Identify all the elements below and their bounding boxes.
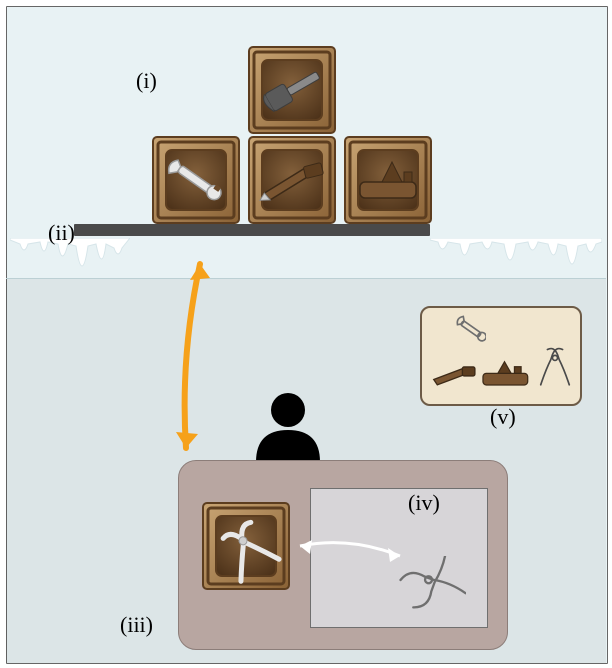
- label-v: (v): [490, 404, 516, 430]
- label-i: (i): [136, 68, 157, 94]
- label-ii: (ii): [48, 220, 75, 246]
- label-iv: (iv): [408, 490, 440, 516]
- person-icon: [248, 392, 328, 462]
- diagram-root: (i) (ii) (iii) (iv) (v): [0, 0, 612, 668]
- pliers-outline-icon: [396, 556, 466, 614]
- shelf: [74, 224, 430, 236]
- crate-pliers: [202, 502, 290, 590]
- crate-hammer: [248, 46, 336, 134]
- crate-plane: [344, 136, 432, 224]
- crate-chisel: [248, 136, 336, 224]
- panel-wrench-icon: [444, 312, 486, 354]
- panel-pliers-icon: [534, 344, 576, 392]
- label-iii: (iii): [120, 612, 153, 638]
- panel-chisel-icon: [430, 358, 484, 392]
- crate-wrench: [152, 136, 240, 224]
- panel-plane-icon: [478, 358, 536, 392]
